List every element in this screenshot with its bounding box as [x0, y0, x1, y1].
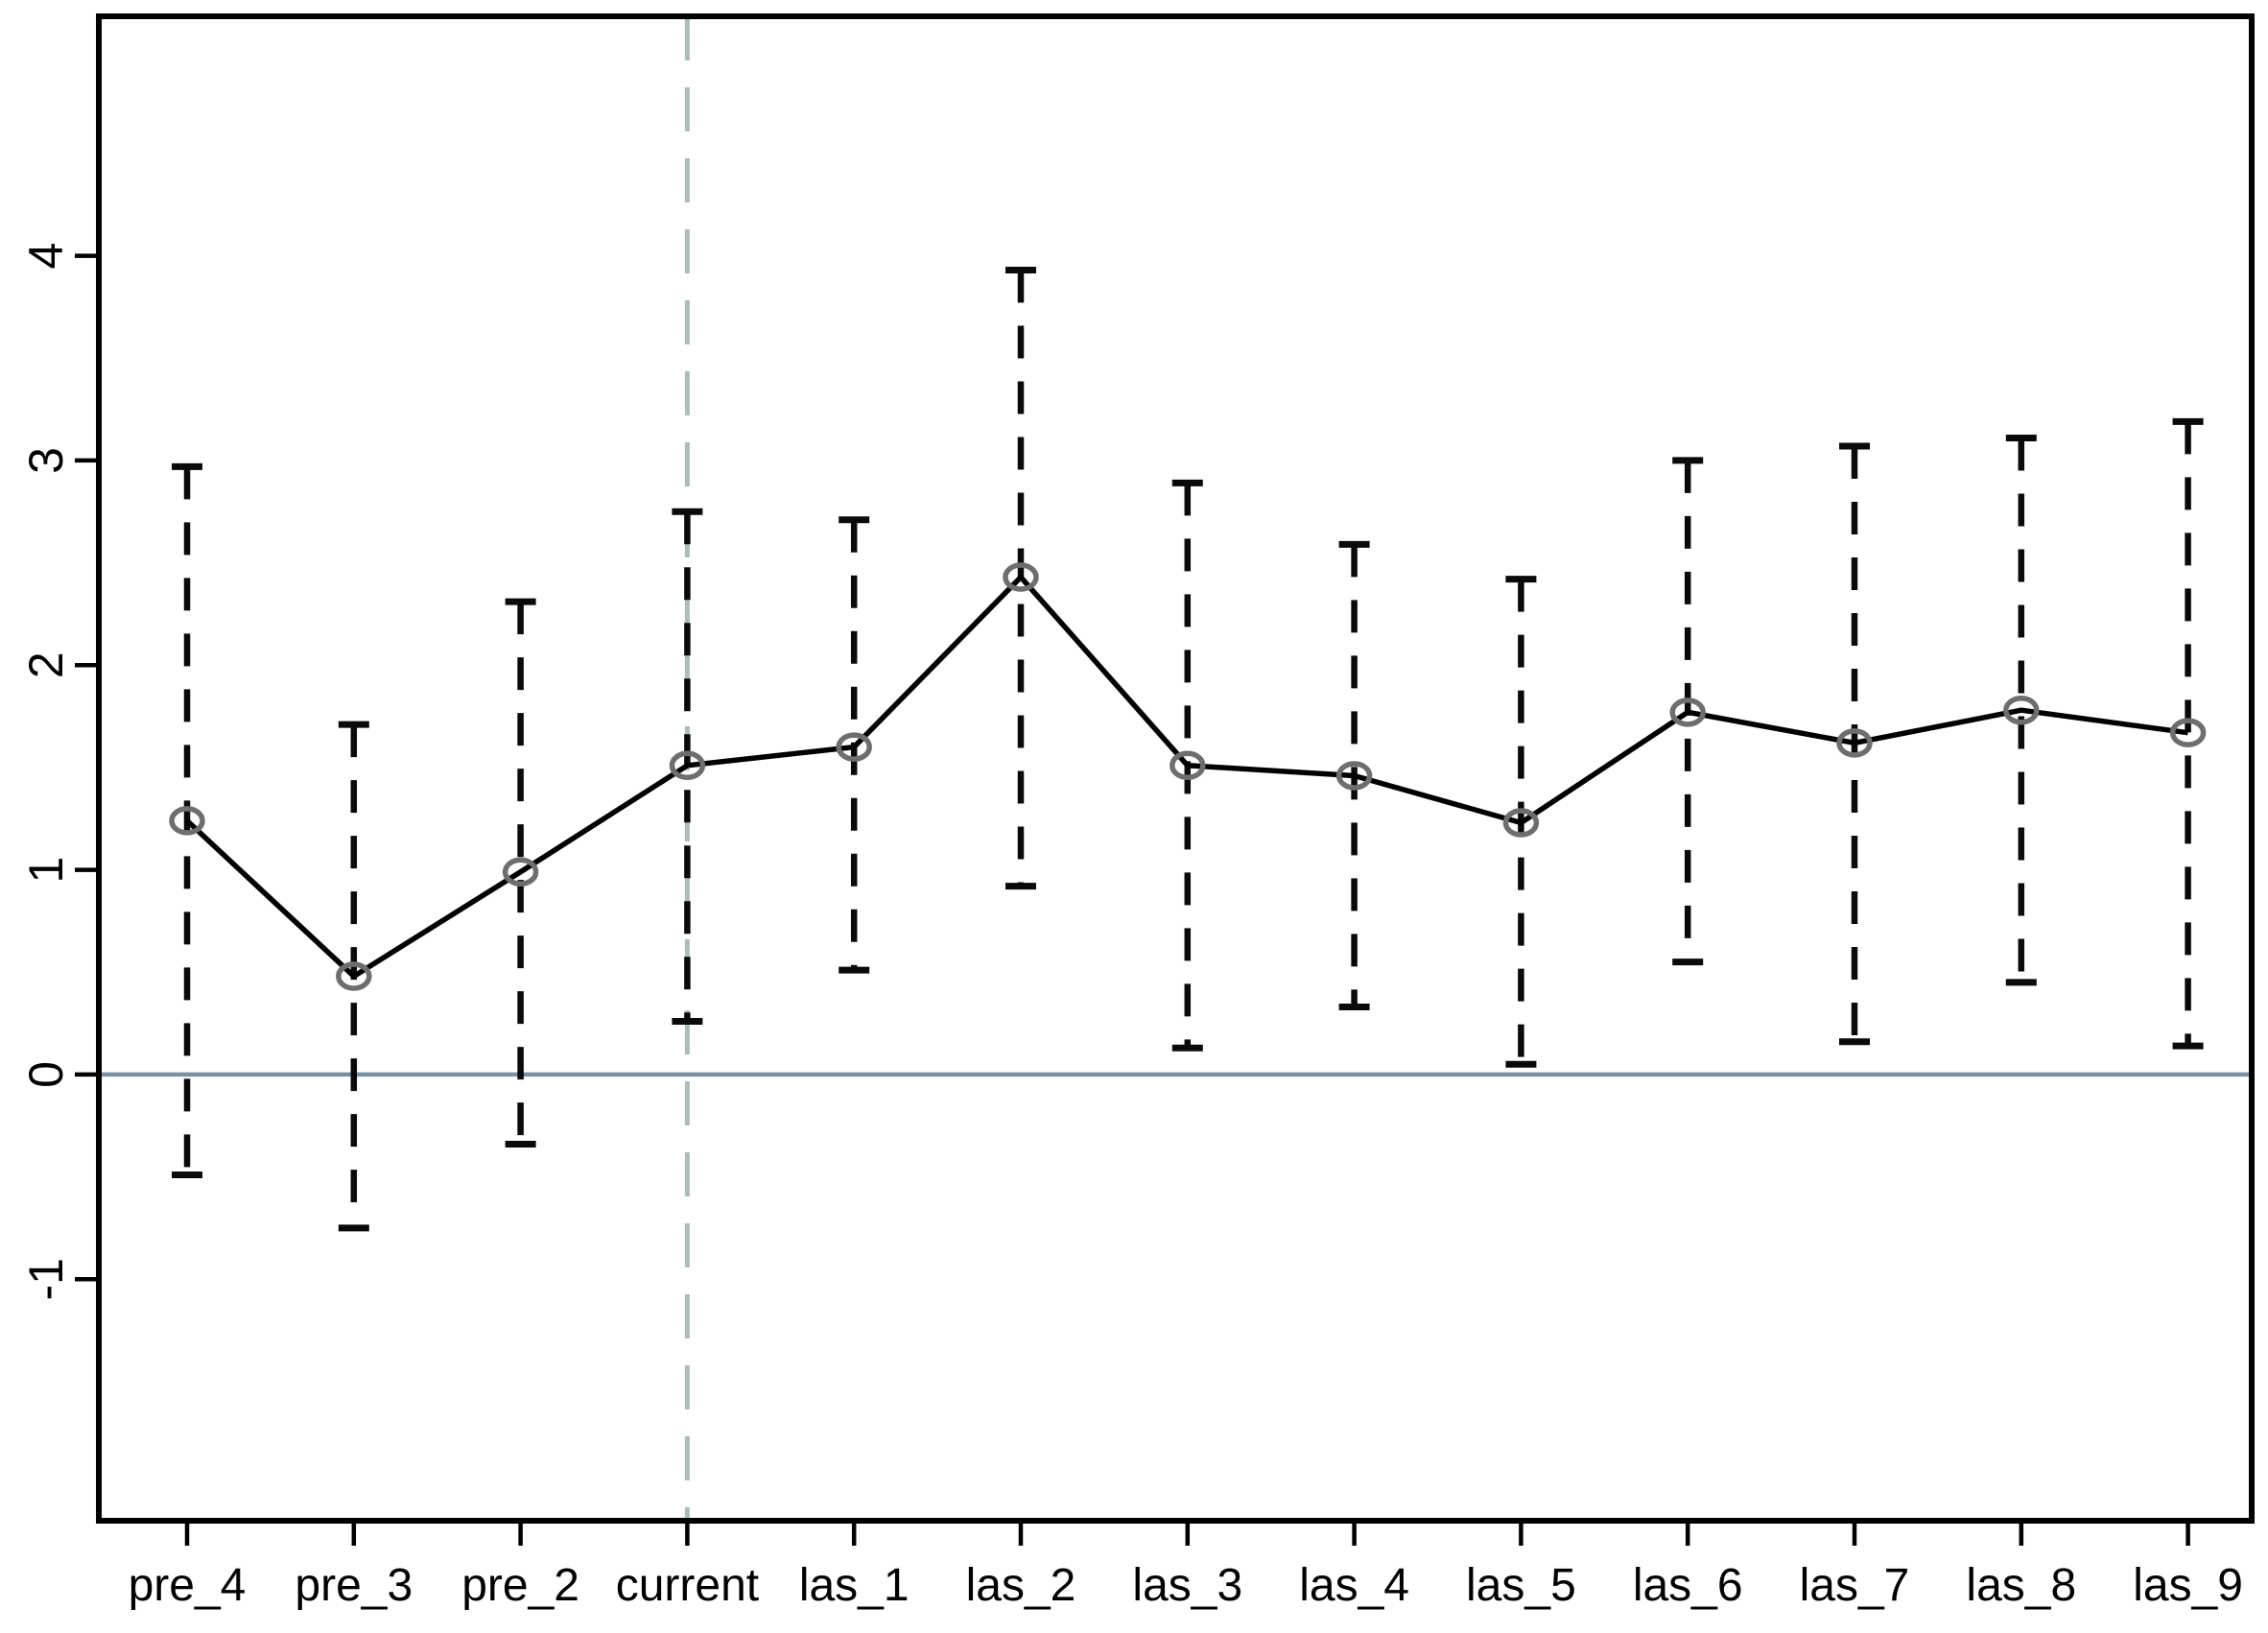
point-marker: [836, 732, 872, 762]
point-marker: [669, 750, 706, 781]
point-marker: [502, 857, 539, 887]
x-tick-label: las_6: [1633, 1560, 1743, 1611]
series-line-layer: [185, 574, 2188, 980]
y-tick-label: 0: [19, 1061, 73, 1088]
x-tick-label: las_8: [1966, 1560, 2076, 1611]
plot-border: [96, 13, 2255, 1524]
point-marker: [1335, 761, 1373, 791]
point-marker: [2003, 695, 2040, 725]
estimate-line: [185, 574, 2188, 980]
x-tick-label: las_4: [1299, 1560, 1409, 1611]
x-tick-label: las_9: [2133, 1560, 2243, 1611]
point-marker: [1003, 562, 1039, 592]
y-tick-label: 4: [19, 243, 73, 270]
markers-layer: [169, 562, 2207, 991]
x-axis-layer: pre_4 pre_3 pre_2 current las_1 las_2 las_3 las…: [129, 1521, 2243, 1611]
point-marker: [1502, 808, 1540, 838]
x-tick-label: current: [616, 1560, 759, 1611]
y-tick-label: 2: [19, 651, 73, 678]
point-marker: [1169, 750, 1206, 781]
point-marker: [336, 961, 372, 991]
y-axis-layer: -1 0 1 2 3 4: [19, 243, 99, 1301]
x-tick-label: las_5: [1466, 1560, 1576, 1611]
point-marker: [169, 806, 205, 836]
x-tick-label: pre_4: [129, 1560, 247, 1611]
point-marker: [1836, 728, 1873, 758]
x-tick-label: las_3: [1132, 1560, 1242, 1611]
y-tick-label: -1: [19, 1258, 73, 1300]
x-tick-label: pre_3: [295, 1560, 413, 1611]
y-tick-label: 1: [19, 857, 73, 884]
x-tick-label: pre_2: [461, 1560, 579, 1611]
y-tick-label: 3: [19, 447, 73, 474]
x-tick-label: las_2: [966, 1560, 1076, 1611]
point-marker: [1669, 698, 1706, 727]
x-tick-label: las_1: [799, 1560, 910, 1611]
error-bars-layer: [172, 267, 2204, 1232]
plot-frame-layer: [96, 13, 2255, 1524]
point-marker: [2169, 718, 2207, 747]
x-tick-label: las_7: [1800, 1560, 1910, 1611]
